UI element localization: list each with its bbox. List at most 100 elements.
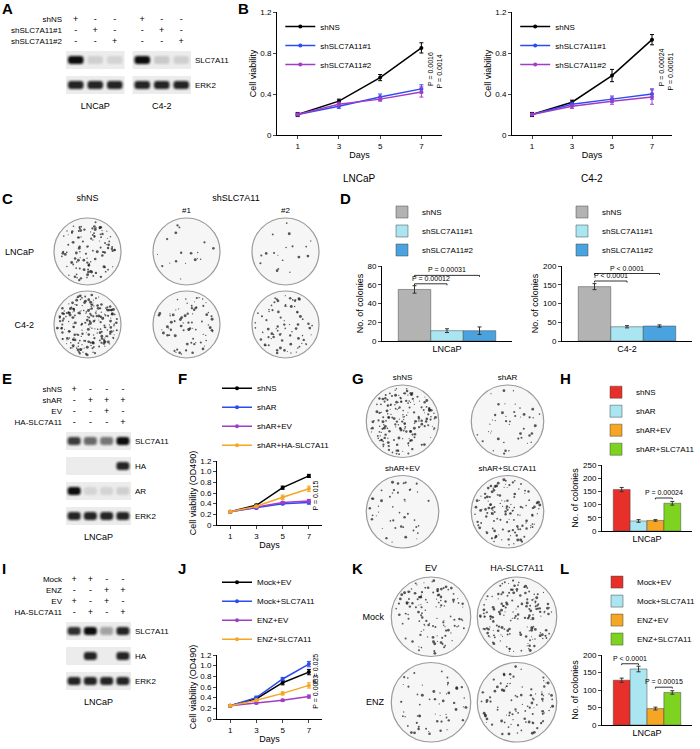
svg-text:ENZ: ENZ <box>46 586 62 595</box>
svg-text:5: 5 <box>610 142 615 151</box>
svg-text:shNS: shNS <box>636 388 656 397</box>
svg-text:0.4: 0.4 <box>260 90 272 99</box>
svg-text:P = 0.00024: P = 0.00024 <box>645 489 683 496</box>
svg-text:LNCaP: LNCaP <box>632 728 661 738</box>
svg-text:Cell viability (OD490): Cell viability (OD490) <box>188 451 198 536</box>
svg-text:150: 150 <box>583 668 597 677</box>
svg-text:No. of colonies: No. of colonies <box>570 660 580 720</box>
svg-text:Mock+SLC7A11: Mock+SLC7A11 <box>637 597 695 606</box>
svg-text:ENZ+SLC7A11: ENZ+SLC7A11 <box>637 635 692 644</box>
svg-text:+: + <box>120 417 125 427</box>
svg-text:ERK2: ERK2 <box>135 677 156 686</box>
svg-text:P = 0.015: P = 0.015 <box>312 480 319 510</box>
svg-text:150: 150 <box>583 487 597 496</box>
svg-text:-: - <box>89 596 92 606</box>
svg-text:250: 250 <box>583 461 597 470</box>
svg-text:1.2: 1.2 <box>200 651 212 660</box>
svg-text:-: - <box>94 14 97 24</box>
svg-text:-: - <box>141 36 144 46</box>
svg-text:LNCaP: LNCaP <box>343 173 376 184</box>
svg-text:-: - <box>121 574 124 584</box>
svg-text:-: - <box>105 607 108 617</box>
svg-text:100: 100 <box>583 686 597 695</box>
svg-text:EV: EV <box>51 597 62 606</box>
svg-text:-: - <box>73 417 76 427</box>
svg-text:100: 100 <box>583 500 597 509</box>
svg-text:SLC7A11: SLC7A11 <box>135 627 169 636</box>
svg-text:0.4: 0.4 <box>495 90 507 99</box>
svg-text:0.8: 0.8 <box>495 49 507 58</box>
svg-text:shNS: shNS <box>257 384 277 393</box>
svg-text:shSLC7A11#1: shSLC7A11#1 <box>422 227 474 236</box>
svg-text:ENZ: ENZ <box>366 697 385 707</box>
svg-text:HA-SLC7A11: HA-SLC7A11 <box>15 608 63 617</box>
svg-text:+: + <box>71 384 76 394</box>
svg-text:+: + <box>71 596 76 606</box>
svg-text:shAR+EV: shAR+EV <box>636 426 672 435</box>
svg-text:P = 0.00051: P = 0.00051 <box>667 53 674 91</box>
svg-text:shSLC7A11#1: shSLC7A11#1 <box>602 227 654 236</box>
svg-text:-: - <box>113 25 116 35</box>
svg-text:0.4: 0.4 <box>200 499 212 508</box>
svg-text:shAR: shAR <box>42 396 62 405</box>
svg-text:0: 0 <box>592 721 597 730</box>
svg-text:shAR+SLC7A11: shAR+SLC7A11 <box>479 464 537 473</box>
svg-text:7: 7 <box>307 532 312 541</box>
svg-text:shAR+EV: shAR+EV <box>257 422 293 431</box>
svg-text:+: + <box>179 36 184 46</box>
svg-text:+: + <box>120 585 125 595</box>
svg-text:Cell viability (OD490): Cell viability (OD490) <box>188 645 198 730</box>
svg-text:+: + <box>71 574 76 584</box>
svg-text:shNS: shNS <box>42 385 62 394</box>
svg-text:+: + <box>104 406 109 416</box>
svg-text:-: - <box>73 395 76 405</box>
svg-text:AR: AR <box>135 487 146 496</box>
svg-text:C4-2: C4-2 <box>152 101 172 111</box>
svg-text:-: - <box>121 596 124 606</box>
svg-text:No. of colonies: No. of colonies <box>530 273 540 333</box>
svg-text:0.8: 0.8 <box>200 672 212 681</box>
svg-text:Mock+SLC7A11: Mock+SLC7A11 <box>257 597 315 606</box>
svg-text:50: 50 <box>547 318 556 327</box>
svg-text:-: - <box>121 406 124 416</box>
svg-text:P = 0.00031: P = 0.00031 <box>428 266 466 273</box>
svg-text:+: + <box>120 607 125 617</box>
svg-text:shNS: shNS <box>393 373 413 382</box>
svg-text:LNCaP: LNCaP <box>84 532 113 542</box>
svg-text:3: 3 <box>254 532 259 541</box>
svg-text:Mock: Mock <box>362 612 384 622</box>
svg-text:0.2: 0.2 <box>200 510 212 519</box>
svg-text:0: 0 <box>502 131 507 140</box>
svg-text:LNCaP: LNCaP <box>632 534 661 544</box>
svg-text:shAR: shAR <box>257 403 277 412</box>
svg-text:#2: #2 <box>281 206 290 215</box>
svg-text:-: - <box>89 384 92 394</box>
svg-text:40: 40 <box>367 299 376 308</box>
svg-text:P < 0.0001: P < 0.0001 <box>594 272 628 279</box>
svg-text:60: 60 <box>367 281 376 290</box>
svg-text:#1: #1 <box>182 206 191 215</box>
svg-text:+: + <box>104 585 109 595</box>
svg-text:5: 5 <box>378 142 383 151</box>
svg-text:1: 1 <box>295 142 300 151</box>
svg-text:shSLC7A11: shSLC7A11 <box>212 193 259 203</box>
svg-text:+: + <box>120 395 125 405</box>
svg-text:3: 3 <box>337 142 342 151</box>
svg-text:-: - <box>141 25 144 35</box>
svg-text:shAR+EV: shAR+EV <box>385 464 421 473</box>
svg-text:shSLC7A11#1: shSLC7A11#1 <box>320 42 372 51</box>
svg-text:0: 0 <box>592 527 597 536</box>
svg-text:shNS: shNS <box>76 193 98 203</box>
svg-text:Mock+EV: Mock+EV <box>637 578 672 587</box>
svg-text:shAR+HA-SLC7A11: shAR+HA-SLC7A11 <box>257 441 329 450</box>
svg-text:+: + <box>104 596 109 606</box>
svg-text:1.2: 1.2 <box>495 8 507 17</box>
svg-text:0.8: 0.8 <box>200 478 212 487</box>
svg-text:7: 7 <box>650 142 655 151</box>
svg-text:No. of colonies: No. of colonies <box>570 468 580 528</box>
svg-text:0.8: 0.8 <box>260 49 272 58</box>
svg-text:Days: Days <box>259 734 280 744</box>
svg-text:150: 150 <box>543 281 557 290</box>
svg-text:20: 20 <box>367 318 376 327</box>
svg-text:Days: Days <box>349 150 370 160</box>
